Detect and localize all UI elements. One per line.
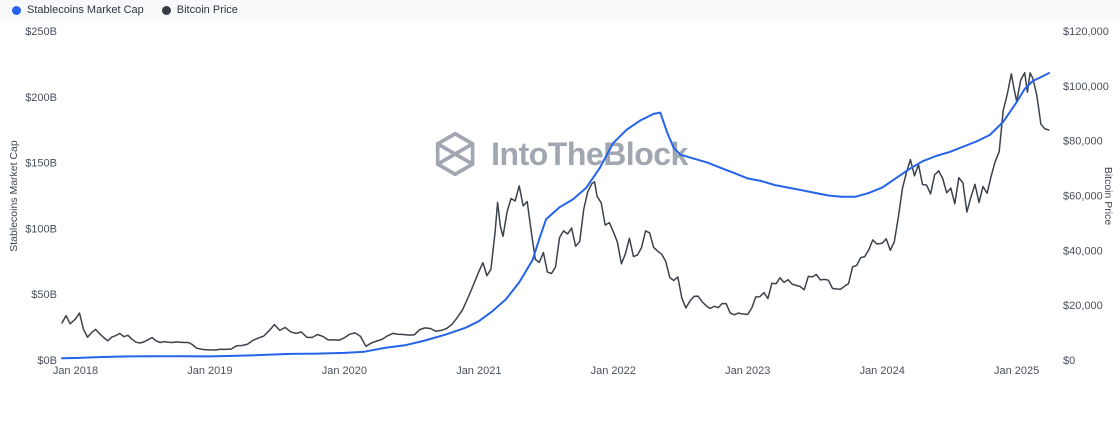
- left-axis-tick-label: $250B: [25, 26, 57, 38]
- x-axis-tick-label: Jan 2024: [860, 365, 905, 377]
- series-line-bitcoin-price[interactable]: [61, 71, 1050, 351]
- bitcoin-series-swatch-icon: [161, 5, 171, 15]
- x-axis-tick-label: Jan 2020: [322, 365, 367, 377]
- stablecoins-series-swatch-icon: [12, 5, 21, 15]
- right-axis-tick-label: $120,000: [1063, 26, 1109, 38]
- right-axis-tick-label: $100,000: [1063, 81, 1109, 93]
- x-axis-tick-label: Jan 2019: [187, 365, 232, 377]
- x-axis-tick-label: Jan 2022: [591, 365, 636, 377]
- right-axis-tick-label: $60,000: [1063, 191, 1103, 203]
- series-line-stablecoins-market-cap[interactable]: [61, 72, 1050, 360]
- right-axis-tick-label: $80,000: [1063, 136, 1103, 148]
- left-axis-tick-label: $200B: [25, 92, 57, 104]
- right-axis-tick-label: $20,000: [1063, 300, 1103, 312]
- x-axis-tick-label: Jan 2018: [53, 365, 98, 377]
- right-axis-tick-label: $40,000: [1063, 245, 1103, 257]
- right-axis-tick-label: $0: [1063, 355, 1075, 367]
- legend-label-bitcoin-price: Bitcoin Price: [176, 4, 238, 16]
- legend-label-stablecoins-market-cap: Stablecoins Market Cap: [27, 4, 144, 16]
- left-axis-tick-label: $150B: [25, 158, 57, 170]
- legend-item-bitcoin-price[interactable]: Bitcoin Price: [161, 4, 238, 16]
- legend-item-stablecoins-market-cap[interactable]: Stablecoins Market Cap: [12, 4, 144, 16]
- left-axis-tick-label: $100B: [25, 223, 57, 235]
- chart-legend: Stablecoins Market Cap Bitcoin Price: [0, 0, 1120, 20]
- x-axis-tick-label: Jan 2023: [725, 365, 770, 377]
- left-axis-tick-label: $0B: [37, 355, 57, 367]
- left-axis-tick-label: $50B: [31, 289, 57, 301]
- x-axis-tick-label: Jan 2025: [994, 365, 1039, 377]
- x-axis-tick-label: Jan 2021: [456, 365, 501, 377]
